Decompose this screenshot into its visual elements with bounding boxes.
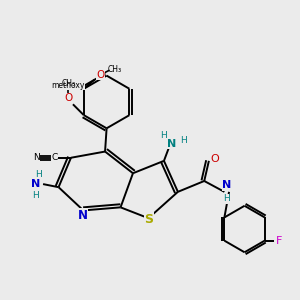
Text: S: S (145, 213, 154, 226)
Text: H: H (160, 130, 167, 140)
Text: O: O (64, 93, 72, 103)
Text: N: N (33, 153, 40, 162)
Text: CH₃: CH₃ (108, 65, 122, 74)
Text: C: C (51, 153, 58, 162)
Text: CH₃: CH₃ (61, 79, 75, 88)
Text: H: H (224, 194, 230, 203)
Text: N: N (31, 179, 40, 189)
Text: O: O (97, 70, 105, 80)
Text: N: N (78, 208, 88, 222)
Text: O: O (210, 154, 219, 164)
Text: N: N (222, 180, 232, 190)
Text: H: H (180, 136, 187, 145)
Text: methoxy: methoxy (51, 81, 84, 90)
Text: H: H (35, 170, 42, 179)
Text: F: F (275, 236, 282, 246)
Text: N: N (167, 139, 176, 149)
Text: H: H (32, 191, 39, 200)
